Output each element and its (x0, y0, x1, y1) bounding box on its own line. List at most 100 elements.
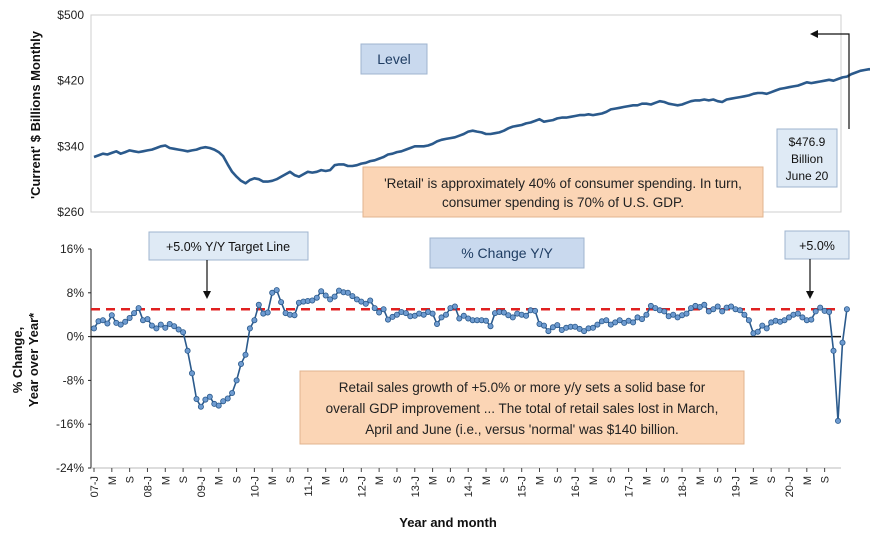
pct-data-point (456, 315, 463, 322)
pct-data-point (402, 310, 409, 317)
pct-data-point (180, 329, 187, 336)
pct-data-point (269, 289, 276, 296)
x-tick-label: 19-J (731, 476, 743, 497)
pct-data-point (148, 322, 155, 329)
pct-data-point (251, 317, 258, 324)
pct-data-point (278, 299, 285, 306)
pct-label-box (429, 237, 585, 269)
x-tick-label: S (499, 476, 511, 483)
pct-data-point (781, 317, 788, 324)
pct-data-point (763, 325, 770, 332)
pct-data-point (741, 311, 748, 318)
x-tick-label: M (535, 476, 547, 485)
pct-data-point (184, 347, 191, 354)
pct-data-point (206, 393, 213, 400)
x-tick-label: S (392, 476, 404, 483)
x-tick-label: 17-J (624, 476, 636, 497)
pct-y-tick-label: -24% (56, 461, 84, 475)
x-tick-label: M (428, 476, 440, 485)
pct-data-point (830, 347, 837, 354)
pct-y-tick-label: 8% (67, 286, 85, 300)
pct-data-point (509, 314, 516, 321)
pct-data-point (273, 287, 280, 294)
pct-data-point (108, 312, 115, 319)
pct-data-point (153, 325, 160, 332)
x-tick-label: 14-J (463, 476, 475, 497)
pct-data-point (220, 398, 227, 405)
pct-data-point (393, 311, 400, 318)
x-tick-label: M (588, 476, 600, 485)
pct-data-point (242, 351, 249, 358)
target-callout-box (148, 231, 309, 261)
pct-data-point (442, 311, 449, 318)
pct-y-tick-label: 0% (67, 330, 85, 344)
pct-data-point (126, 314, 133, 321)
pct-data-point (745, 317, 752, 324)
target-callout-text: +5.0% Y/Y Target Line (166, 240, 290, 254)
x-tick-label: 10-J (249, 476, 261, 497)
x-tick-label: S (713, 476, 725, 483)
pct-data-point (202, 396, 209, 403)
pct-data-point (99, 317, 106, 324)
pct-data-point (384, 316, 391, 323)
pct-data-point (171, 323, 178, 330)
pct-data-point (135, 305, 142, 312)
x-tick-label: M (481, 476, 493, 485)
growth-note-line1: Retail sales growth of +5.0% or more y/y… (339, 380, 706, 395)
x-tick-label: M (802, 476, 814, 485)
level-y-axis-title: 'Current' $ Billions Monthly (28, 30, 43, 199)
pct-data-point (91, 325, 98, 332)
pct-data-point (215, 402, 222, 409)
pct-data-point (371, 305, 378, 312)
pct-data-point (246, 325, 253, 332)
pct-data-point (162, 324, 169, 331)
pct-data-point (826, 308, 833, 315)
x-tick-label: 20-J (784, 476, 796, 497)
pct-data-point (438, 314, 445, 321)
level-y-tick-label: $420 (57, 74, 84, 88)
x-tick-label: M (641, 476, 653, 485)
pct-data-point (362, 300, 369, 307)
pct-data-point (554, 322, 561, 329)
x-tick-label: M (748, 476, 760, 485)
x-tick-label: M (374, 476, 386, 485)
latest-level-value: $476.9 (789, 135, 826, 149)
x-tick-label: M (160, 476, 172, 485)
pct-data-point (639, 316, 646, 323)
x-axis-title: Year and month (399, 515, 497, 530)
pct-data-point (523, 312, 530, 319)
pct-y-axis-title-line1: % Change, (10, 327, 25, 393)
latest-pct-callout-text: +5.0% (799, 239, 835, 253)
pct-data-point (229, 389, 236, 396)
pct-data-point (237, 360, 244, 367)
pct-data-point (255, 301, 262, 308)
pct-data-point (594, 321, 601, 328)
pct-data-point (344, 289, 351, 296)
pct-data-point (349, 293, 356, 300)
pct-data-point (786, 314, 793, 321)
x-tick-label: 16-J (570, 476, 582, 497)
x-tick-label: 09-J (196, 476, 208, 497)
pct-data-point (670, 311, 677, 318)
retail-note-line1: 'Retail' is approximately 40% of consume… (384, 176, 742, 191)
pct-data-point (376, 309, 383, 316)
level-y-tick-label: $340 (57, 139, 84, 153)
x-tick-label: 18-J (677, 476, 689, 497)
level-y-tick-label: $260 (57, 205, 84, 219)
retail-note-box (362, 166, 764, 218)
pct-label: % Change Y/Y (461, 245, 553, 261)
x-tick-label: 11-J (303, 476, 315, 497)
x-tick-label: M (107, 476, 119, 485)
pct-data-point (728, 303, 735, 310)
latest-level-arrow (810, 30, 850, 129)
growth-note-box (299, 370, 745, 445)
pct-data-point (545, 328, 552, 335)
pct-data-point (131, 310, 138, 317)
x-tick-label: S (339, 476, 351, 483)
x-tick-label: S (820, 476, 832, 483)
pct-data-point (808, 316, 815, 323)
pct-data-point (117, 321, 124, 328)
pct-y-tick-label: 16% (60, 242, 84, 256)
pct-data-point (157, 321, 164, 328)
pct-data-point (451, 303, 458, 310)
